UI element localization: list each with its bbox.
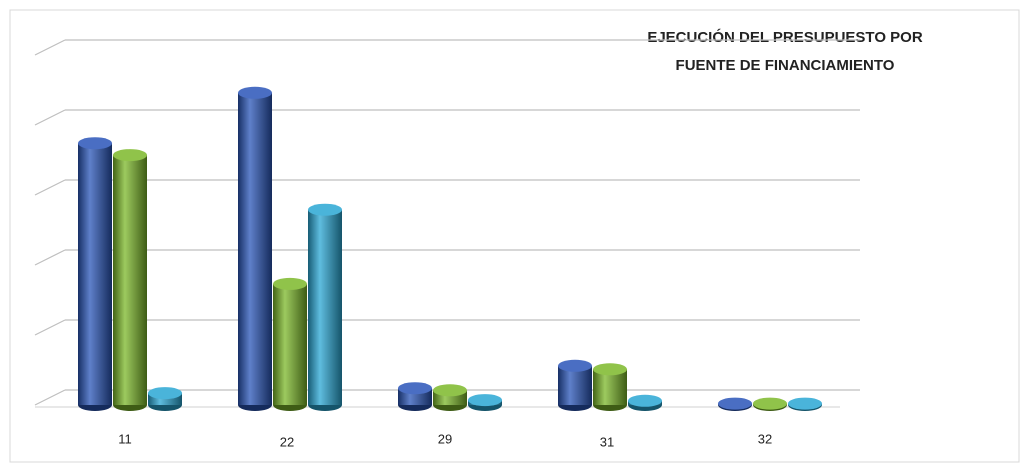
bar-top	[718, 397, 752, 410]
x-tick-label: 11	[118, 431, 132, 446]
grid-line	[34, 39, 66, 56]
bar-body	[238, 92, 272, 406]
bar-top	[753, 397, 787, 410]
x-tick-label: 22	[280, 434, 294, 449]
grid-line	[34, 179, 66, 196]
bar	[238, 86, 272, 411]
grid-line	[34, 109, 66, 126]
bar-top	[398, 382, 432, 395]
grid-line	[34, 389, 66, 406]
bar-top	[78, 137, 112, 150]
bar	[718, 397, 752, 411]
bar	[433, 384, 467, 411]
bar-top	[433, 384, 467, 397]
bar	[78, 137, 112, 411]
bar	[593, 363, 627, 411]
bar-body	[558, 365, 592, 405]
bar	[628, 394, 662, 411]
bar-top	[558, 359, 592, 372]
bar-top	[148, 387, 182, 400]
bar-top	[308, 203, 342, 216]
bar-top	[113, 149, 147, 162]
bar-body	[308, 209, 342, 405]
bar	[468, 394, 502, 411]
bar	[113, 149, 147, 411]
bar-body	[113, 155, 147, 405]
bar	[273, 277, 307, 411]
bar	[558, 359, 592, 411]
x-tick-label: 32	[758, 431, 772, 446]
bar-top	[788, 397, 822, 410]
bar	[753, 397, 787, 411]
bar	[788, 397, 822, 411]
grid-line	[34, 319, 66, 336]
chart-title: EJECUCIÓN DEL PRESUPUESTO POR	[647, 28, 923, 46]
grid-line	[34, 249, 66, 266]
chart-frame	[9, 9, 1020, 463]
bar-top	[628, 394, 662, 407]
bar-top	[238, 86, 272, 99]
bar-top	[273, 277, 307, 290]
chart-title: FUENTE DE FINANCIAMIENTO	[676, 57, 895, 74]
bar	[308, 203, 342, 411]
x-tick-label: 29	[438, 431, 452, 446]
x-tick-label: 31	[600, 434, 614, 449]
bar-top	[593, 363, 627, 376]
bar-body	[273, 283, 307, 405]
bar	[398, 382, 432, 411]
bar-top	[468, 394, 502, 407]
bar-body	[78, 143, 112, 405]
bar	[148, 387, 182, 411]
